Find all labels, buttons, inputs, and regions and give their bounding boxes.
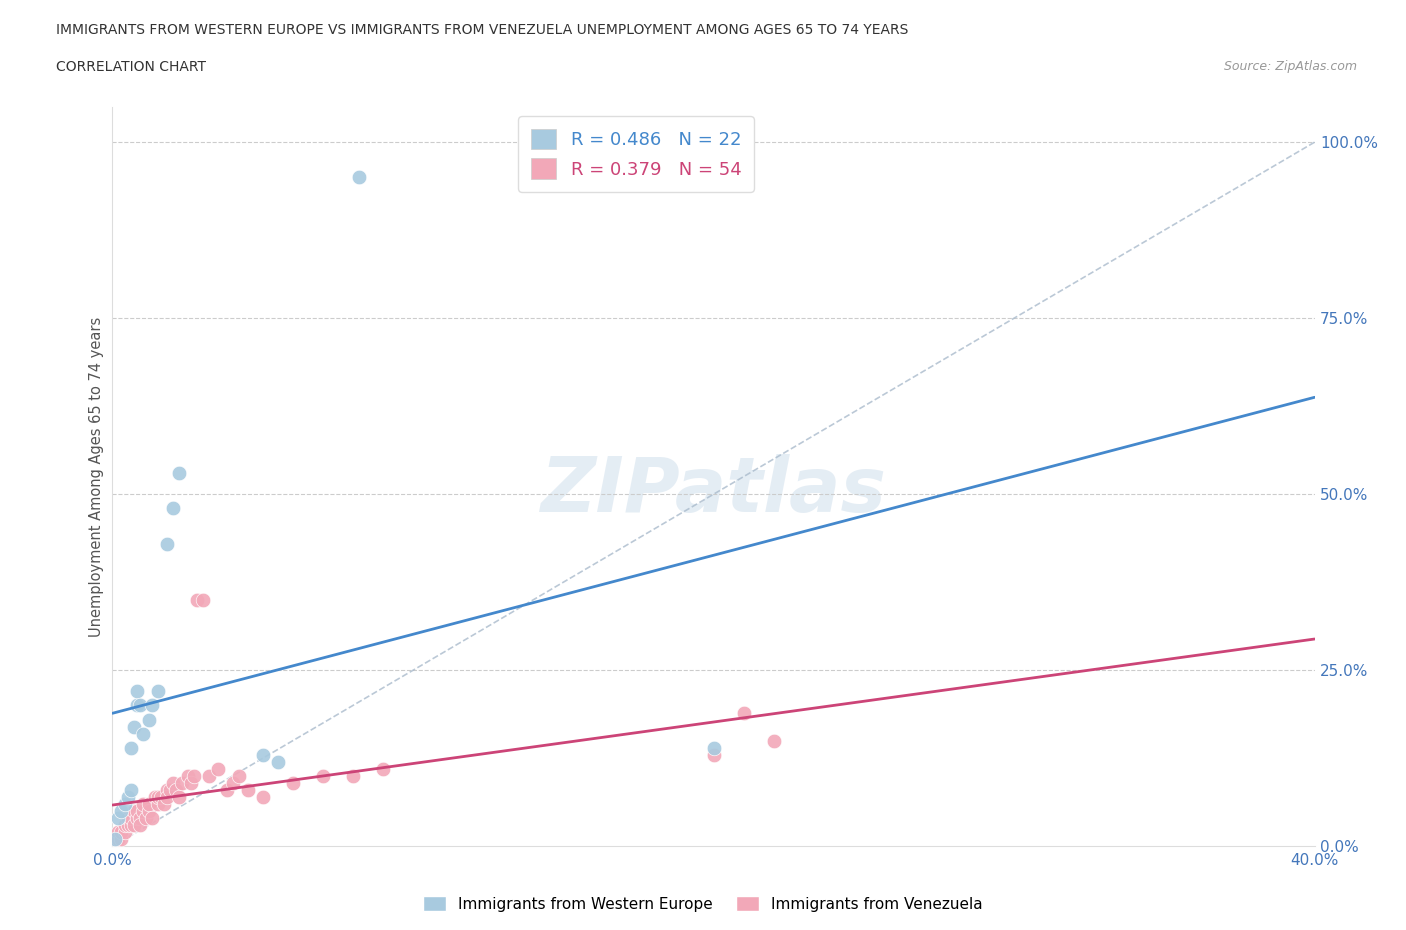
Point bbox=[152, 797, 174, 812]
Point bbox=[176, 768, 198, 783]
Point bbox=[159, 782, 181, 797]
Point bbox=[107, 825, 129, 840]
Point bbox=[114, 817, 136, 832]
Point bbox=[215, 782, 238, 797]
Point bbox=[162, 776, 184, 790]
Point bbox=[141, 811, 163, 826]
Point bbox=[131, 804, 153, 818]
Point bbox=[122, 719, 145, 734]
Point bbox=[183, 768, 205, 783]
Point bbox=[110, 831, 132, 846]
Point bbox=[128, 817, 150, 832]
Point bbox=[143, 790, 166, 804]
Point bbox=[125, 698, 148, 713]
Point bbox=[222, 776, 245, 790]
Point bbox=[104, 831, 127, 846]
Point bbox=[125, 811, 148, 826]
Point bbox=[236, 782, 259, 797]
Point bbox=[125, 804, 148, 818]
Point bbox=[131, 797, 153, 812]
Point bbox=[110, 825, 132, 840]
Point bbox=[141, 698, 163, 713]
Point bbox=[146, 797, 169, 812]
Point bbox=[120, 782, 142, 797]
Point bbox=[702, 748, 725, 763]
Y-axis label: Unemployment Among Ages 65 to 74 years: Unemployment Among Ages 65 to 74 years bbox=[89, 316, 104, 637]
Point bbox=[180, 776, 202, 790]
Point bbox=[312, 768, 335, 783]
Point bbox=[128, 811, 150, 826]
Point bbox=[107, 811, 129, 826]
Point bbox=[117, 811, 139, 826]
Point bbox=[135, 811, 157, 826]
Point bbox=[167, 466, 190, 481]
Legend: Immigrants from Western Europe, Immigrants from Venezuela: Immigrants from Western Europe, Immigran… bbox=[418, 889, 988, 918]
Point bbox=[267, 754, 290, 769]
Point bbox=[117, 817, 139, 832]
Point bbox=[155, 536, 177, 551]
Point bbox=[165, 782, 187, 797]
Legend: R = 0.486   N = 22, R = 0.379   N = 54: R = 0.486 N = 22, R = 0.379 N = 54 bbox=[519, 116, 754, 192]
Text: ZIPatlas: ZIPatlas bbox=[540, 455, 887, 528]
Point bbox=[114, 797, 136, 812]
Point bbox=[104, 831, 127, 846]
Text: CORRELATION CHART: CORRELATION CHART bbox=[56, 60, 207, 74]
Point bbox=[117, 790, 139, 804]
Point bbox=[733, 705, 755, 720]
Point bbox=[138, 797, 160, 812]
Point bbox=[114, 825, 136, 840]
Point bbox=[138, 804, 160, 818]
Point bbox=[162, 501, 184, 516]
Point bbox=[120, 817, 142, 832]
Point bbox=[120, 811, 142, 826]
Point bbox=[252, 748, 274, 763]
Point bbox=[371, 762, 394, 777]
Point bbox=[207, 762, 229, 777]
Point bbox=[125, 684, 148, 698]
Point bbox=[252, 790, 274, 804]
Point bbox=[149, 790, 172, 804]
Point bbox=[342, 768, 364, 783]
Point bbox=[128, 698, 150, 713]
Point bbox=[146, 790, 169, 804]
Point bbox=[186, 592, 208, 607]
Point bbox=[138, 712, 160, 727]
Point bbox=[347, 170, 370, 185]
Point bbox=[122, 817, 145, 832]
Point bbox=[146, 684, 169, 698]
Point bbox=[228, 768, 250, 783]
Point bbox=[167, 790, 190, 804]
Point bbox=[110, 804, 132, 818]
Point bbox=[170, 776, 193, 790]
Point bbox=[702, 740, 725, 755]
Point bbox=[122, 804, 145, 818]
Point bbox=[762, 733, 785, 748]
Text: Source: ZipAtlas.com: Source: ZipAtlas.com bbox=[1223, 60, 1357, 73]
Point bbox=[191, 592, 214, 607]
Point bbox=[197, 768, 219, 783]
Point bbox=[107, 831, 129, 846]
Point bbox=[281, 776, 304, 790]
Point bbox=[155, 782, 177, 797]
Text: IMMIGRANTS FROM WESTERN EUROPE VS IMMIGRANTS FROM VENEZUELA UNEMPLOYMENT AMONG A: IMMIGRANTS FROM WESTERN EUROPE VS IMMIGR… bbox=[56, 23, 908, 37]
Point bbox=[120, 740, 142, 755]
Point bbox=[131, 726, 153, 741]
Point bbox=[155, 790, 177, 804]
